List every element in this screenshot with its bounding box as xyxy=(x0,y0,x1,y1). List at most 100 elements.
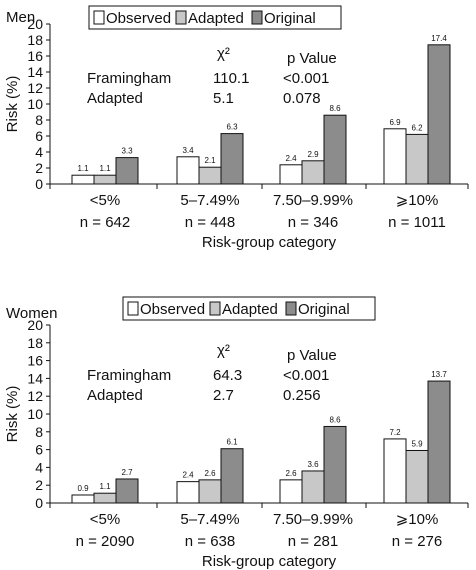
x-n-label: n = 638 xyxy=(185,533,235,550)
bar-observed xyxy=(279,164,303,185)
stats-p-value: 0.078 xyxy=(283,90,321,107)
x-n-label: n = 281 xyxy=(288,533,338,550)
stats-chi-value: 64.3 xyxy=(213,367,242,384)
x-n-label: n = 642 xyxy=(80,214,130,231)
bar-observed xyxy=(383,128,407,185)
stats-table: χ² p Value Framingham 64.3 <0.001 Adapted 2.7 0… xyxy=(87,342,337,404)
legend-swatch-original xyxy=(251,10,263,25)
x-category-label: ⩾10% xyxy=(396,192,439,209)
chart-panel-men: Men Observed Adapted Original02468101214161… xyxy=(4,5,469,251)
data-label: 3.4 xyxy=(182,146,194,155)
data-label: 7.2 xyxy=(389,428,401,437)
bar-original xyxy=(323,425,347,504)
stats-chi-value: 2.7 xyxy=(213,387,234,404)
y-tick-label: 12 xyxy=(27,80,43,96)
stats-p-value: 0.256 xyxy=(283,387,321,404)
data-label: 8.6 xyxy=(329,415,341,424)
p-value-header: p Value xyxy=(287,50,337,67)
data-label: 8.6 xyxy=(329,104,341,113)
y-tick-label: 10 xyxy=(27,96,43,112)
y-tick-label: 0 xyxy=(35,495,43,511)
legend-label-observed: Observed xyxy=(106,10,171,27)
legend-swatch-original xyxy=(285,301,297,316)
y-tick-label: 10 xyxy=(27,406,43,422)
x-axis-title: Risk-group category xyxy=(202,234,337,251)
bar-original xyxy=(427,44,451,185)
y-tick-label: 2 xyxy=(35,477,43,493)
x-n-label: n = 346 xyxy=(288,214,338,231)
stats-chi-value: 110.1 xyxy=(213,70,249,87)
data-label: 17.4 xyxy=(431,34,447,43)
x-axis-title: Risk-group category xyxy=(202,553,337,570)
legend-frame xyxy=(122,296,376,321)
y-tick-label: 20 xyxy=(27,16,43,32)
stats-row-label: Adapted xyxy=(87,90,143,107)
bar-original xyxy=(427,380,451,504)
x-category-label: 5–7.49% xyxy=(180,511,239,528)
data-label: 2.6 xyxy=(204,469,216,478)
legend-label-adapted: Adapted xyxy=(222,301,278,318)
legend: Observed Adapted Original xyxy=(88,5,342,30)
x-n-label: n = 448 xyxy=(185,214,235,231)
bar-observed xyxy=(176,156,200,185)
x-n-label: n = 1011 xyxy=(388,214,446,231)
stats-p-value: <0.001 xyxy=(283,367,329,384)
x-category-label: ⩾10% xyxy=(396,511,439,528)
legend-frame xyxy=(88,5,342,30)
bar-adapted xyxy=(301,470,325,504)
stats-row-label: Framingham xyxy=(87,367,171,384)
legend-swatch-adapted xyxy=(209,301,221,316)
panel-title: Men xyxy=(6,9,35,26)
y-axis-title: Risk (%) xyxy=(4,76,21,133)
data-label: 2.4 xyxy=(285,154,297,163)
data-label: 3.6 xyxy=(307,460,319,469)
bar-original xyxy=(115,157,139,185)
stats-p-value: <0.001 xyxy=(283,70,329,87)
data-label: 2.7 xyxy=(121,468,133,477)
panel-title: Women xyxy=(6,305,57,322)
data-label: 0.9 xyxy=(77,484,89,493)
p-value-header: p Value xyxy=(287,347,337,364)
bar-observed xyxy=(279,479,303,504)
x-n-label: n = 276 xyxy=(392,533,442,550)
chi-square-header: χ² xyxy=(217,342,230,359)
y-tick-label: 8 xyxy=(35,424,43,440)
x-category-label: <5% xyxy=(90,192,120,209)
bar-original xyxy=(115,478,139,504)
chi-square-header: χ² xyxy=(217,45,230,62)
data-label: 2.4 xyxy=(182,471,194,480)
x-category-label: <5% xyxy=(90,511,120,528)
y-tick-label: 8 xyxy=(35,112,43,128)
stats-table: χ² p Value Framingham 110.1 <0.001 Adapted 5.1… xyxy=(87,45,337,107)
bar-observed xyxy=(176,481,200,504)
y-tick-label: 14 xyxy=(27,64,43,80)
data-label: 2.9 xyxy=(307,150,319,159)
bar-adapted xyxy=(93,174,117,185)
data-label: 1.1 xyxy=(99,164,111,173)
y-tick-label: 2 xyxy=(35,160,43,176)
data-label: 6.1 xyxy=(226,438,238,447)
stats-chi-value: 5.1 xyxy=(213,90,234,107)
data-label: 6.9 xyxy=(389,118,401,127)
bar-adapted xyxy=(93,492,117,504)
bar-original xyxy=(323,114,347,185)
y-tick-label: 18 xyxy=(27,32,43,48)
data-label: 2.6 xyxy=(285,469,297,478)
bar-observed xyxy=(71,174,95,185)
data-label: 6.2 xyxy=(411,123,423,132)
bar-observed xyxy=(71,494,95,504)
y-tick-label: 18 xyxy=(27,335,43,351)
x-category-label: 5–7.49% xyxy=(180,192,239,209)
bar-adapted xyxy=(198,166,222,185)
data-label: 3.3 xyxy=(121,147,133,156)
legend-swatch-observed xyxy=(127,301,139,316)
legend: Observed Adapted Original xyxy=(122,296,376,321)
y-axis-title: Risk (%) xyxy=(4,386,21,443)
y-tick-label: 0 xyxy=(35,176,43,192)
bar-adapted xyxy=(405,133,429,185)
y-tick-label: 4 xyxy=(35,144,43,160)
bar-original xyxy=(220,448,244,504)
y-tick-label: 6 xyxy=(35,128,43,144)
data-label: 5.9 xyxy=(411,439,423,448)
